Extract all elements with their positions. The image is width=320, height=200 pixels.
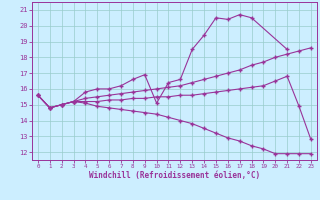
- X-axis label: Windchill (Refroidissement éolien,°C): Windchill (Refroidissement éolien,°C): [89, 171, 260, 180]
